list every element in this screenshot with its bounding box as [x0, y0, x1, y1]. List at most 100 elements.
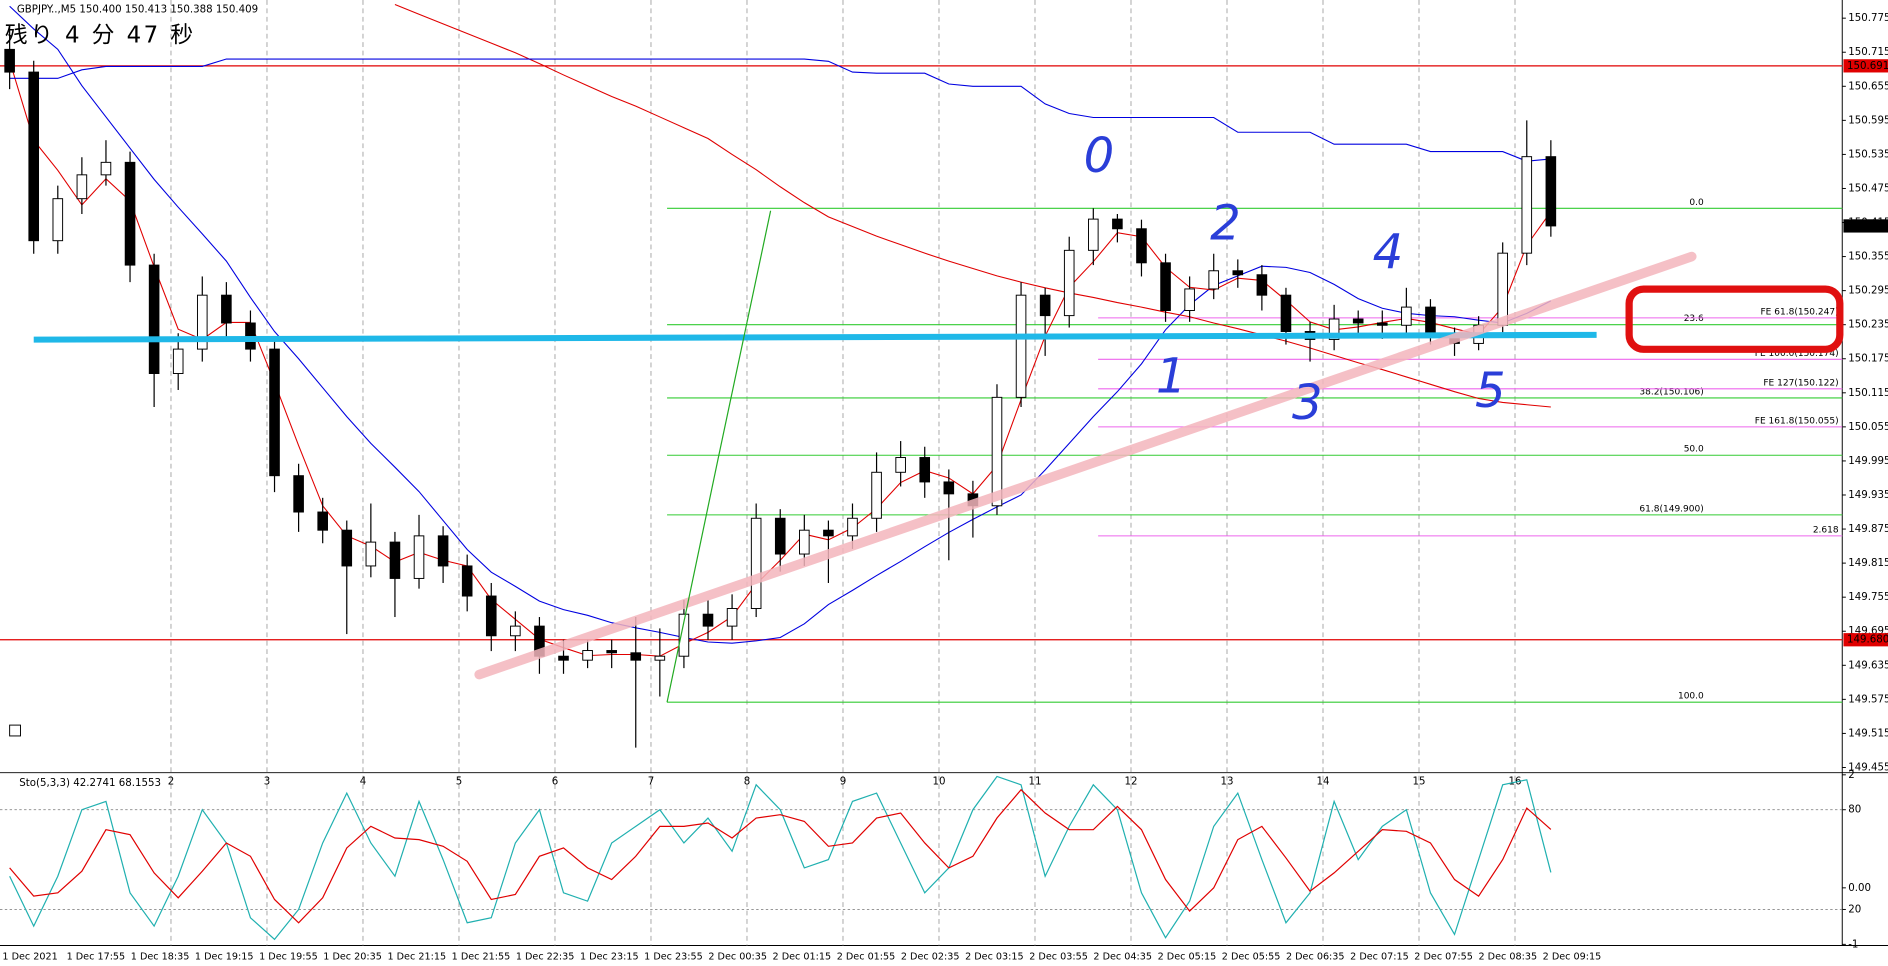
y-tick-label: 0.00: [1848, 883, 1871, 894]
candle-body: [774, 517, 786, 555]
time-label: 1 Dec 17:55: [67, 951, 126, 962]
y-tick-label: 150.535: [1848, 149, 1888, 160]
period-label: 6: [552, 777, 559, 788]
time-label: 1 Dec 23:55: [644, 951, 703, 962]
y-tick-label: 150.775: [1848, 13, 1888, 24]
time-label: 1 Dec 21:15: [387, 951, 446, 962]
time-label: 2 Dec 08:35: [1478, 951, 1537, 962]
y-tick-label: 150.235: [1848, 320, 1888, 331]
y-tick-label: 149.515: [1848, 728, 1888, 739]
indicator-line: [9, 58, 1551, 162]
candle-body: [558, 655, 569, 661]
fib-label: 61.8(149.900): [1639, 504, 1703, 514]
y-tick-label: 150.655: [1848, 81, 1888, 92]
candle-body: [510, 625, 521, 637]
fe-label: FE 61.8(150.247): [1761, 307, 1839, 317]
time-label: 2 Dec 00:35: [708, 951, 767, 962]
time-label: 1 Dec 22:35: [516, 951, 575, 962]
checkbox[interactable]: [9, 724, 21, 737]
candle-body: [943, 481, 955, 495]
countdown: 残り 4 分 47 秒: [5, 23, 196, 49]
symbol-header: GBPJPY..,M5 150.400 150.413 150.388 150.…: [17, 5, 258, 16]
time-label: 1 Dec 20:35: [323, 951, 382, 962]
candle-body: [895, 457, 906, 473]
time-label: 1 Dec 18:35: [131, 951, 190, 962]
candle-body: [365, 541, 377, 567]
indicator-header: Sto(5,3,3) 42.2741 68.1553: [19, 778, 161, 789]
trend-line: [474, 251, 1697, 680]
time-label: 2 Dec 05:55: [1222, 951, 1281, 962]
time-label: 2 Dec 04:35: [1093, 951, 1152, 962]
candle-body: [413, 535, 425, 579]
candle-body: [1136, 228, 1147, 264]
candle-body: [341, 529, 353, 567]
candle-body: [461, 565, 473, 597]
candle-body: [1425, 306, 1436, 336]
fib-leg: [666, 210, 772, 703]
candle-body: [293, 475, 304, 513]
indicator-line: [394, 4, 1551, 408]
period-label: 4: [360, 777, 367, 788]
candle-body: [1112, 218, 1123, 230]
candle-body: [1039, 294, 1051, 317]
fib-label: 0.0: [1689, 198, 1704, 208]
y-tick-label: 149.935: [1848, 490, 1888, 501]
y-tick-label: 149.695: [1848, 626, 1888, 637]
period-label: 10: [932, 777, 945, 788]
wave-label: 1: [1156, 348, 1187, 404]
y-tick-label: 150.055: [1848, 422, 1888, 433]
candle-body: [991, 396, 1003, 507]
candle-body: [871, 471, 882, 519]
y-tick-label: 149.455: [1848, 762, 1888, 773]
y-tick-label: 150.295: [1848, 286, 1888, 297]
current-price-marker: [1843, 219, 1888, 233]
candle-body: [269, 348, 280, 477]
y-tick-label: 149.815: [1848, 558, 1888, 569]
time-label: 2 Dec 01:15: [773, 951, 832, 962]
wave-label: 5: [1475, 363, 1506, 419]
candle-body: [1401, 306, 1412, 326]
candle-body: [1088, 218, 1099, 251]
fe-label: FE 127(150.122): [1763, 378, 1838, 388]
time-label: 2 Dec 03:15: [965, 951, 1024, 962]
candle-body: [1160, 262, 1171, 311]
highlight-box: [1625, 285, 1844, 353]
y-tick-label: 149.755: [1848, 592, 1888, 603]
candle-body: [1521, 156, 1533, 254]
candle-body: [1256, 274, 1268, 296]
candle-body: [702, 613, 714, 627]
candle-body: [28, 71, 40, 242]
time-label: 2 Dec 07:55: [1414, 951, 1473, 962]
y-tick-label: 150.595: [1848, 115, 1888, 126]
candle-body: [52, 198, 64, 242]
y-tick-label: 150.115: [1848, 388, 1888, 399]
fe-label: FE 100.0(150.174): [1755, 349, 1839, 359]
wave-label: 2: [1210, 195, 1241, 251]
y-tick-label: 150.175: [1848, 354, 1888, 365]
period-label: 12: [1124, 777, 1137, 788]
time-label: 2 Dec 07:15: [1350, 951, 1409, 962]
period-label: 9: [840, 777, 847, 788]
y-tick-label: 80: [1848, 805, 1861, 816]
support-line: [33, 331, 1597, 343]
candle-body: [221, 294, 232, 324]
candle-body: [196, 294, 208, 350]
candle-body: [485, 595, 497, 637]
y-tick-label: -1: [1848, 939, 1858, 950]
y-tick-label: 2: [1848, 770, 1855, 781]
indicator-line: [9, 5, 1552, 644]
candle-body: [317, 511, 328, 531]
fib-label: 50.0: [1684, 445, 1704, 455]
time-label: 2 Dec 03:55: [1029, 951, 1088, 962]
wave-label: 4: [1373, 224, 1404, 280]
candle-body: [799, 529, 810, 555]
period-label: 11: [1028, 777, 1041, 788]
current-price-label: 150.409: [1847, 221, 1888, 232]
price-marker: [1843, 59, 1888, 73]
period-label: 5: [456, 777, 463, 788]
price-marker-label: 150.691: [1847, 61, 1888, 72]
fe-label: FE 161.8(150.055): [1755, 416, 1839, 426]
time-label: 2 Dec 02:35: [901, 951, 960, 962]
period-label: 14: [1316, 777, 1329, 788]
